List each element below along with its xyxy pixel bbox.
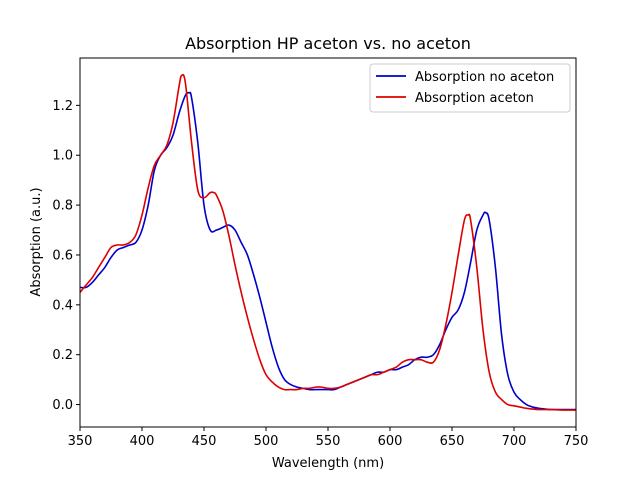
legend: Absorption no aceton Absorption aceton — [369, 63, 571, 113]
y-tick-label: 0.8 — [52, 199, 73, 214]
chart-title: Absorption HP aceton vs. no aceton — [185, 34, 471, 53]
x-tick-label: 500 — [254, 434, 279, 449]
legend-box — [369, 63, 571, 113]
y-axis: 0.0 0.2 0.4 0.6 0.8 1.0 1.2 — [52, 99, 80, 413]
legend-label: Absorption no aceton — [415, 70, 554, 85]
y-tick-label: 0.4 — [52, 298, 73, 313]
x-tick-label: 550 — [316, 434, 341, 449]
x-tick-label: 650 — [440, 434, 465, 449]
x-tick-label: 750 — [564, 434, 589, 449]
y-tick-label: 0.0 — [52, 398, 73, 413]
x-tick-label: 450 — [192, 434, 217, 449]
x-tick-label: 600 — [378, 434, 403, 449]
y-tick-label: 0.6 — [52, 248, 73, 263]
series-line-aceton — [80, 73, 576, 411]
y-tick-label: 1.0 — [52, 149, 73, 164]
legend-label: Absorption aceton — [415, 91, 534, 106]
y-tick-label: 0.2 — [52, 348, 73, 363]
series-layer — [80, 73, 576, 411]
x-axis-label: Wavelength (nm) — [272, 456, 384, 471]
x-tick-label: 700 — [502, 434, 527, 449]
x-tick-label: 400 — [130, 434, 155, 449]
x-axis: 350 400 450 500 550 600 650 700 750 — [68, 427, 589, 449]
y-tick-label: 1.2 — [52, 99, 73, 114]
y-axis-label: Absorption (a.u.) — [29, 187, 44, 296]
x-tick-label: 350 — [68, 434, 93, 449]
